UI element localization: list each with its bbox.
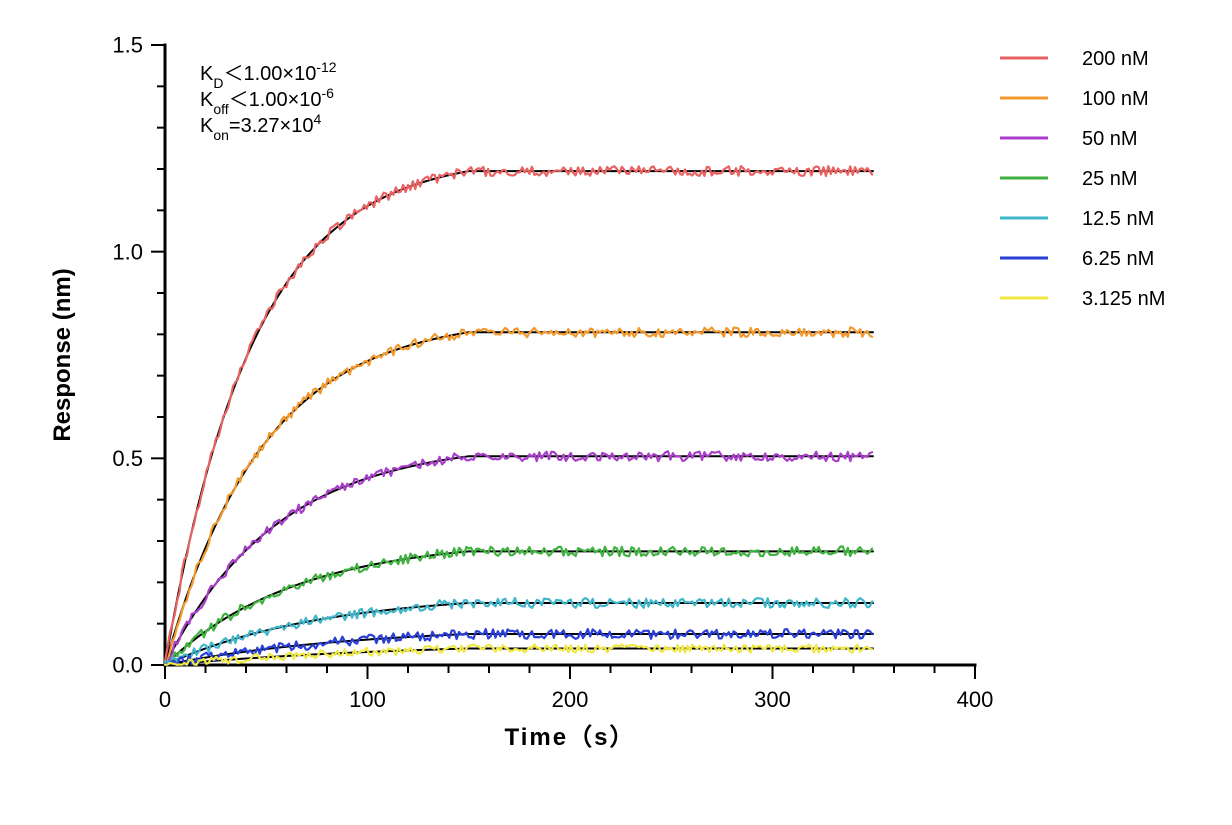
x-axis-title: Time（s） (505, 724, 636, 751)
legend-swatch (1000, 57, 1048, 60)
kinetics-chart: { "canvas": { "width": 1232, "height": 8… (0, 0, 1232, 825)
legend-swatch (1000, 217, 1048, 220)
legend-label: 3.125 nM (1082, 288, 1165, 310)
plot-svg: 0 100 200 300 400 0.0 0.5 1.0 1.5 Time（s） Response… (0, 0, 1232, 825)
legend-label: 12.5 nM (1082, 208, 1154, 230)
legend-swatch (1000, 297, 1048, 300)
legend-swatch (1000, 97, 1048, 100)
x-tick-label: 200 (552, 687, 589, 712)
x-tick-label: 300 (754, 687, 791, 712)
y-tick-label: 0.5 (112, 446, 143, 471)
legend-label: 25 nM (1082, 168, 1138, 190)
legend-swatch (1000, 137, 1048, 140)
x-tick-label: 100 (349, 687, 386, 712)
legend-swatch (1000, 177, 1048, 180)
legend-label: 200 nM (1082, 48, 1149, 70)
y-tick-label: 1.0 (112, 239, 143, 264)
legend-label: 50 nM (1082, 128, 1138, 150)
background (0, 0, 1232, 825)
y-tick-label: 0.0 (112, 653, 143, 678)
legend-label: 6.25 nM (1082, 248, 1154, 270)
x-tick-label: 400 (957, 687, 994, 712)
legend-label: 100 nM (1082, 88, 1149, 110)
legend-swatch (1000, 257, 1048, 260)
y-tick-label: 1.5 (112, 33, 143, 58)
x-tick-label: 0 (159, 687, 171, 712)
y-axis-title: Response (nm) (49, 268, 76, 441)
